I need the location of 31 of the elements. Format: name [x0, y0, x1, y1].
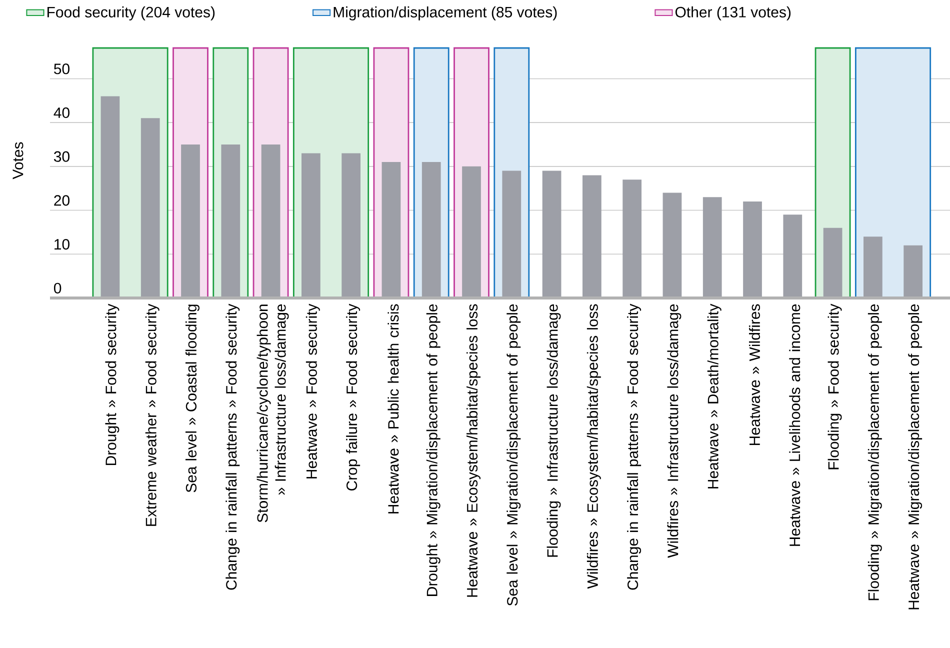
- x-tick-label: Change in rainfall patterns » Food security: [627, 304, 642, 590]
- x-tick-label: Heatwave » Death/mortality: [707, 304, 722, 488]
- x-tick-label: Heatwave » Wildfires: [749, 304, 760, 445]
- legend-label: Migration/displacement (85 votes): [334, 6, 557, 20]
- x-tick-label: Wildfires » Infrastructure loss/damage: [667, 304, 682, 558]
- y-tick-label: 40: [54, 107, 70, 118]
- legend-label: Other (131 votes): [675, 6, 791, 20]
- legend-label: Food security (204 votes): [47, 6, 215, 20]
- x-tick-label: Extreme weather » Food security: [145, 304, 160, 526]
- y-tick-label: 30: [54, 151, 70, 162]
- y-tick-label: 10: [54, 238, 70, 250]
- y-tick-label: 50: [54, 64, 70, 74]
- x-tick-label: Flooding » Infrastructure loss/damage: [546, 304, 561, 557]
- x-tick-label: Heatwave » Livelihoods and income: [789, 304, 800, 546]
- x-tick-label: Heatwave » Food security: [306, 304, 320, 478]
- x-tick-label: Wildfires » Ecosystem/habitat/species loss: [586, 304, 601, 589]
- x-tick-label: Flooding » Migration/displacement of people: [868, 304, 882, 600]
- y-axis-title: Votes: [12, 142, 24, 180]
- x-tick-label: Drought » Food security: [105, 304, 120, 466]
- x-tick-label: Heatwave » Public health crisis: [388, 304, 399, 514]
- x-tick-label: Drought » Migration/displacement of people: [426, 304, 440, 596]
- x-tick-label: Sea level » Coastal flooding: [186, 304, 200, 492]
- y-tick-label: 20: [54, 195, 70, 206]
- x-tick-label: Storm/hurricane/cyclone/typhoon » Infrastructure loss/damage: [256, 304, 289, 522]
- x-tick-label: Crop failure » Food security: [346, 304, 360, 490]
- x-tick-label: Flooding » Food security: [828, 304, 842, 470]
- x-tick-label: Sea level » Migration/displacement of people: [506, 304, 521, 606]
- x-tick-label: Heatwave » Migration/displacement of people: [908, 304, 922, 610]
- x-tick-label: Heatwave » Ecosystem/habitat/species loss: [466, 304, 480, 597]
- x-tick-label: Change in rainfall patterns » Food security: [226, 304, 240, 590]
- y-tick-label: 0: [54, 282, 62, 294]
